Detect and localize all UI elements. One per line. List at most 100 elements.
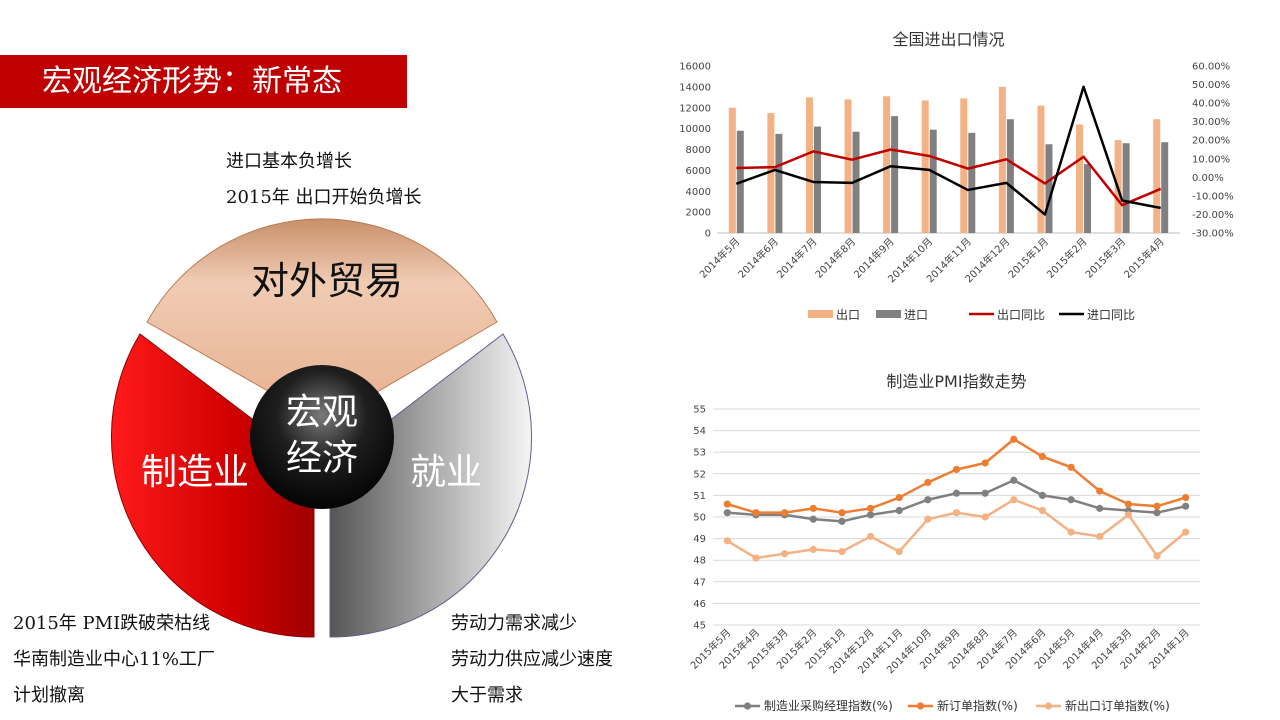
pmi-y-tick: 51 [693,491,706,502]
line-pmi-point-7 [924,496,932,504]
line-new-orders-point-0 [723,500,731,508]
line-new-orders [726,437,1187,514]
pmi-chart-title: 制造业PMI指数走势 [886,372,1026,391]
bar-import-1 [775,133,783,233]
line-pmi-point-8 [952,489,961,497]
line-pmi-point-10 [1010,476,1018,484]
line-new-orders-point-9 [981,459,989,467]
line-new-export-orders-point-2 [781,550,789,558]
line-import-yoy [735,85,1161,216]
legend-new-export-orders-marker [1044,702,1053,710]
legend-pmi-label: 制造业采购经理指数(%) [764,698,893,713]
pmi-y-tick: 49 [693,534,706,545]
pmi-y-tick: 45 [693,621,706,632]
line-new-export-orders-point-8 [952,509,961,517]
line-new-orders-point-14 [1124,500,1132,508]
line-new-export-orders-point-9 [981,513,989,521]
pmi-y-tick: 48 [693,556,706,567]
bar-export-1 [767,112,775,233]
line-new-orders-point-8 [952,465,961,474]
legend-export-label: 出口 [836,308,860,322]
trade-right-tick: 0.00% [1192,173,1224,184]
line-pmi-point-0 [723,509,731,517]
line-pmi-point-4 [838,517,846,525]
trade-left-tick: 6000 [686,166,711,177]
bar-export-6 [960,98,968,233]
trade-left-tick: 8000 [686,145,711,156]
note-factories: 华南制造业中心11%工厂 [13,649,216,670]
legend-export-yoy-label: 出口同比 [997,308,1045,322]
trade-left-tick: 14000 [679,82,711,93]
line-pmi-point-5 [866,511,875,519]
pmi-y-tick: 50 [693,513,706,524]
legend-import-swatch [876,310,901,318]
line-new-orders-point-10 [1010,435,1018,443]
bar-import-5 [929,129,937,233]
line-new-export-orders-point-0 [723,537,731,545]
line-pmi-point-6 [895,506,903,515]
bar-import-2 [813,126,821,233]
pmi-y-tick: 54 [693,426,706,437]
line-new-orders-point-11 [1038,452,1047,461]
line-new-export-orders-point-16 [1182,528,1190,536]
line-new-orders-point-7 [924,478,932,487]
trade-right-tick: 60.00% [1192,62,1230,73]
line-new-orders-point-13 [1096,487,1104,495]
line-new-orders-point-16 [1182,493,1190,502]
legend-export-swatch [808,310,833,318]
line-new-export-orders-point-4 [838,547,846,556]
trade-right-tick: 30.00% [1192,117,1230,128]
bar-import-8 [1045,144,1053,233]
bar-export-3 [844,99,852,234]
bar-import-7 [1006,119,1014,233]
trade-left-tick: 16000 [679,62,711,73]
note-import: 进口基本负增长 [226,151,352,172]
bar-export-0 [728,107,736,233]
trade-chart-title: 全国进出口情况 [892,30,1004,49]
trade-right-tick: 20.00% [1192,136,1230,147]
trade-left-tick: 2000 [686,208,711,219]
line-pmi-point-13 [1096,504,1104,512]
line-new-orders-point-12 [1067,463,1075,471]
pmi-y-tick: 47 [693,577,706,588]
bar-import-10 [1122,143,1130,233]
line-pmi-point-3 [809,515,817,523]
bar-export-5 [921,100,929,233]
legend-import-label: 进口 [904,308,928,322]
line-pmi-point-15 [1153,509,1161,517]
legend-import-yoy-label: 进口同比 [1087,308,1135,322]
line-new-orders-point-3 [809,504,817,512]
line-new-export-orders-point-1 [752,554,760,562]
trade-right-tick: -20.00% [1192,210,1234,221]
trade-right-tick: 10.00% [1192,154,1230,165]
note-relocation: 计划撤离 [13,685,85,706]
line-new-export-orders-point-11 [1038,506,1047,515]
line-pmi-point-16 [1182,502,1190,510]
pmi-y-tick: 46 [693,599,706,610]
note-greater-than-demand: 大于需求 [451,685,523,706]
line-new-export-orders-point-14 [1124,511,1132,519]
trade-left-tick: 12000 [679,103,711,114]
title-bar [0,55,407,108]
line-new-orders-point-5 [866,504,875,512]
note-export: 2015年 出口开始负增长 [226,187,422,208]
legend-pmi-marker [743,702,752,710]
trade-right-tick: 40.00% [1192,99,1230,110]
legend-new-orders-marker [916,702,925,710]
line-new-export-orders-point-6 [895,547,903,556]
bar-import-9 [1084,164,1092,233]
line-pmi-point-9 [981,489,989,497]
bar-import-6 [968,132,976,233]
line-pmi-point-11 [1038,491,1047,499]
trade-right-tick: -30.00% [1192,229,1234,240]
line-new-export-orders-point-7 [924,515,932,523]
pmi-y-tick: 55 [693,405,706,416]
line-new-export-orders-point-12 [1067,528,1075,536]
bar-export-11 [1153,119,1161,233]
note-labor-supply: 劳动力供应减少速度 [451,649,613,670]
line-new-export-orders-point-13 [1096,532,1104,541]
pmi-y-tick: 53 [693,448,706,459]
pmi-y-tick: 52 [693,469,706,480]
